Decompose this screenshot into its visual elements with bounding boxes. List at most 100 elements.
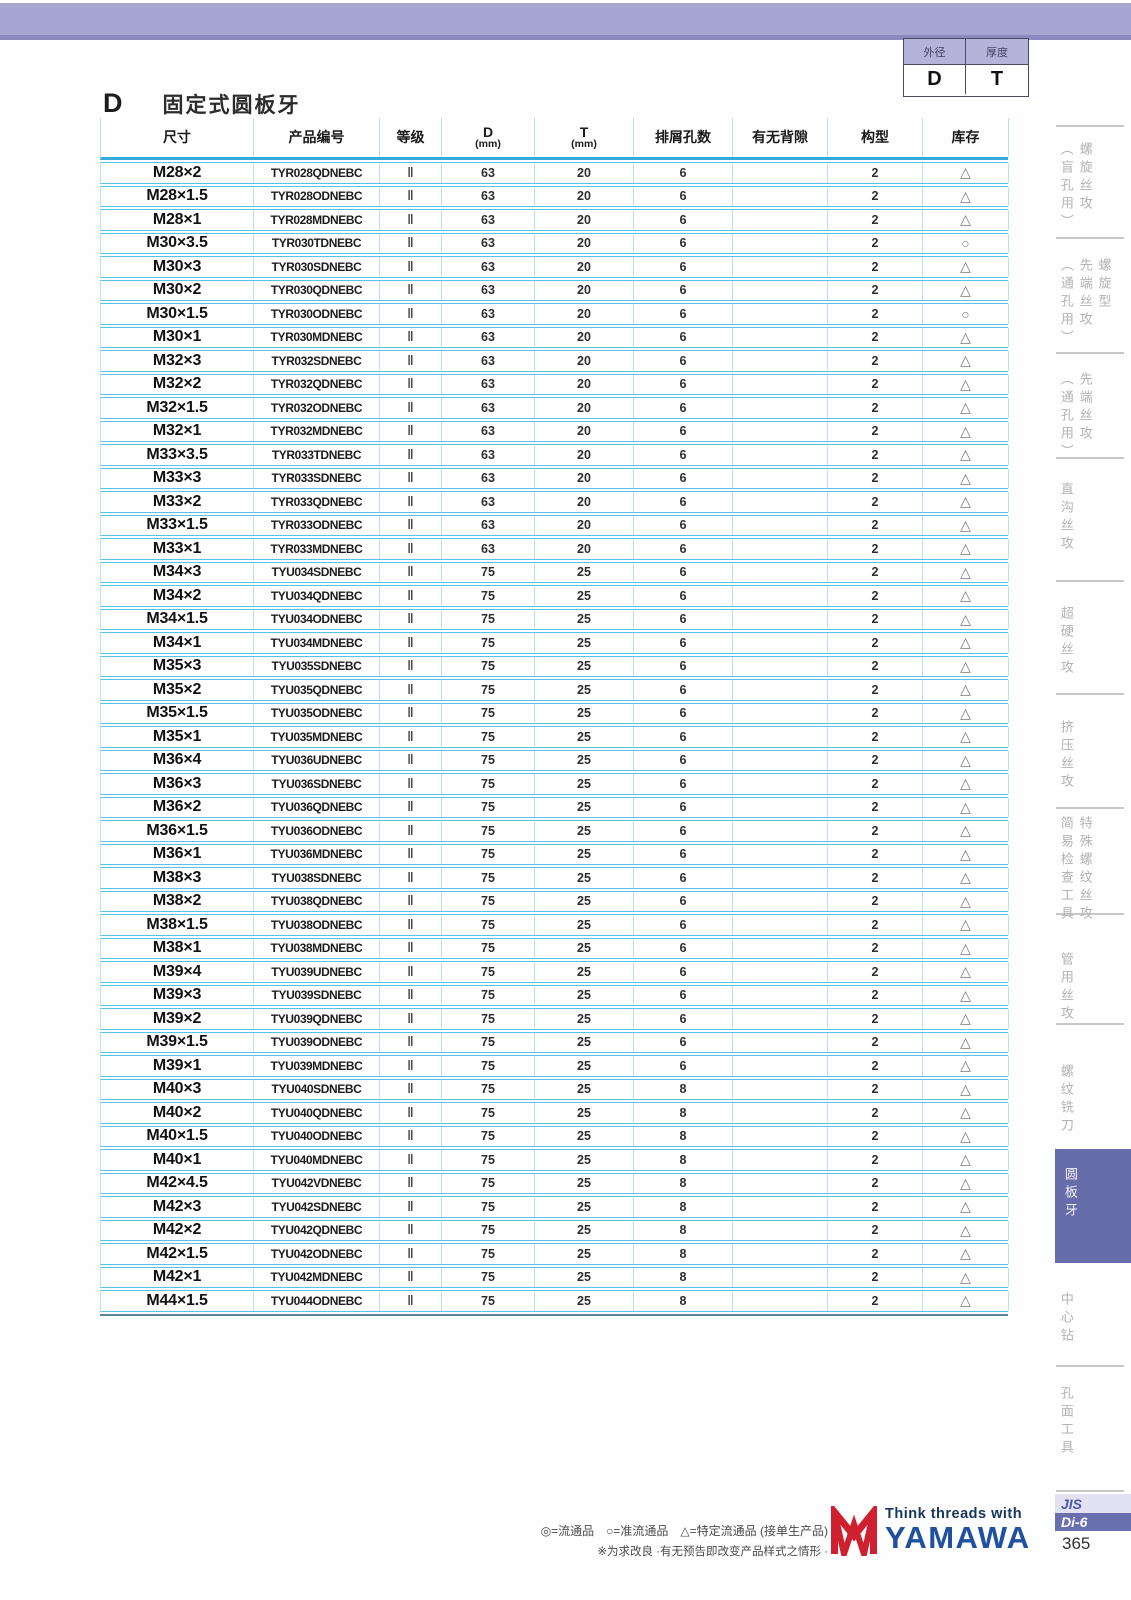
cell-t: 25: [535, 821, 634, 841]
sidebar-item-label: 螺旋型: [1096, 258, 1112, 312]
cell-d: 75: [442, 703, 535, 723]
table-row: M39×1 TYU039MDNEBC Ⅱ 75 25 6 2 △: [100, 1055, 1009, 1077]
header-grade: 等级: [380, 118, 442, 157]
top-banner: [0, 3, 1131, 40]
sidebar-separator: [1056, 125, 1124, 127]
cell-holes: 8: [634, 1244, 733, 1264]
table-row: M35×3 TYU035SDNEBC Ⅱ 75 25 6 2 △: [100, 655, 1009, 677]
cell-t: 25: [535, 680, 634, 700]
table-row: M42×2 TYU042QDNEBC Ⅱ 75 25 8 2 △: [100, 1219, 1009, 1241]
cell-backlash: [733, 703, 828, 723]
cell-d: 75: [442, 1173, 535, 1193]
cell-backlash: [733, 656, 828, 676]
cell-holes: 6: [634, 562, 733, 582]
cell-holes: 6: [634, 844, 733, 864]
cell-code: TYR033QDNEBC: [254, 492, 380, 512]
cell-grade: Ⅱ: [380, 351, 442, 371]
outer-diameter-symbol: D: [904, 65, 966, 94]
cell-config: 2: [828, 163, 923, 183]
cell-size: M39×4: [101, 962, 254, 982]
yamawa-logo: Think threads with YAMAWA: [830, 1506, 1031, 1556]
cell-d: 75: [442, 797, 535, 817]
cell-holes: 6: [634, 351, 733, 371]
table-row: M32×3 TYR032SDNEBC Ⅱ 63 20 6 2 △: [100, 350, 1009, 372]
cell-config: 2: [828, 938, 923, 958]
cell-t: 20: [535, 398, 634, 418]
cell-stock: △: [923, 562, 1009, 582]
table-row: M39×4 TYU039UDNEBC Ⅱ 75 25 6 2 △: [100, 961, 1009, 983]
cell-d: 63: [442, 304, 535, 324]
cell-d: 75: [442, 938, 535, 958]
cell-stock: △: [923, 1150, 1009, 1170]
cell-grade: Ⅱ: [380, 750, 442, 770]
cell-size: M42×1: [101, 1267, 254, 1287]
cell-holes: 6: [634, 374, 733, 394]
cell-code: TYR033MDNEBC: [254, 539, 380, 559]
cell-holes: 6: [634, 421, 733, 441]
cell-stock: △: [923, 515, 1009, 535]
cell-d: 63: [442, 210, 535, 230]
cell-d: 75: [442, 1009, 535, 1029]
cell-code: TYU036SDNEBC: [254, 774, 380, 794]
cell-d: 75: [442, 562, 535, 582]
cell-t: 20: [535, 257, 634, 277]
cell-grade: Ⅱ: [380, 421, 442, 441]
cell-stock: △: [923, 1197, 1009, 1217]
cell-size: M28×1.5: [101, 186, 254, 206]
cell-d: 63: [442, 351, 535, 371]
cell-size: M42×4.5: [101, 1173, 254, 1193]
cell-config: 2: [828, 633, 923, 653]
cell-t: 20: [535, 515, 634, 535]
jis-tab: JIS: [1055, 1494, 1131, 1513]
cell-holes: 8: [634, 1197, 733, 1217]
cell-size: M34×1.5: [101, 609, 254, 629]
header-t-sub: (mm): [571, 138, 597, 151]
table-header-row: 尺寸 产品编号 等级 D (mm) T (mm) 排屑孔数 有无背隙 构型 库存: [100, 118, 1009, 160]
cell-d: 75: [442, 1244, 535, 1264]
cell-backlash: [733, 327, 828, 347]
table-row: M42×1.5 TYU042ODNEBC Ⅱ 75 25 8 2 △: [100, 1243, 1009, 1265]
cell-code: TYR033TDNEBC: [254, 445, 380, 465]
table-row: M32×1.5 TYR032ODNEBC Ⅱ 63 20 6 2 △: [100, 397, 1009, 419]
cell-t: 25: [535, 774, 634, 794]
table-row: M28×1 TYR028MDNEBC Ⅱ 63 20 6 2 △: [100, 209, 1009, 231]
cell-d: 63: [442, 374, 535, 394]
cell-holes: 6: [634, 1009, 733, 1029]
table-row: M35×1.5 TYU035ODNEBC Ⅱ 75 25 6 2 △: [100, 702, 1009, 724]
cell-config: 2: [828, 445, 923, 465]
cell-grade: Ⅱ: [380, 774, 442, 794]
table-row: M42×1 TYU042MDNEBC Ⅱ 75 25 8 2 △: [100, 1266, 1009, 1288]
cell-config: 2: [828, 1009, 923, 1029]
cell-config: 2: [828, 915, 923, 935]
cell-backlash: [733, 844, 828, 864]
dimension-legend-table: 外径 厚度 D T: [903, 38, 1029, 97]
cell-stock: △: [923, 210, 1009, 230]
cell-backlash: [733, 868, 828, 888]
cell-stock: △: [923, 1056, 1009, 1076]
cell-backlash: [733, 186, 828, 206]
page-number: 365: [1062, 1534, 1091, 1553]
cell-config: 2: [828, 586, 923, 606]
cell-size: M35×3: [101, 656, 254, 676]
cell-stock: △: [923, 445, 1009, 465]
cell-stock: △: [923, 1009, 1009, 1029]
cell-holes: 6: [634, 257, 733, 277]
cell-config: 2: [828, 1126, 923, 1146]
cell-config: 2: [828, 515, 923, 535]
cell-d: 63: [442, 468, 535, 488]
cell-grade: Ⅱ: [380, 821, 442, 841]
cell-t: 25: [535, 797, 634, 817]
cell-config: 2: [828, 1244, 923, 1264]
cell-backlash: [733, 891, 828, 911]
cell-t: 25: [535, 586, 634, 606]
cell-t: 20: [535, 210, 634, 230]
cell-backlash: [733, 797, 828, 817]
cell-holes: 8: [634, 1267, 733, 1287]
header-holes: 排屑孔数: [634, 118, 733, 157]
table-row: M40×1 TYU040MDNEBC Ⅱ 75 25 8 2 △: [100, 1149, 1009, 1171]
cell-d: 75: [442, 844, 535, 864]
cell-stock: △: [923, 374, 1009, 394]
cell-grade: Ⅱ: [380, 163, 442, 183]
cell-t: 25: [535, 985, 634, 1005]
cell-grade: Ⅱ: [380, 656, 442, 676]
